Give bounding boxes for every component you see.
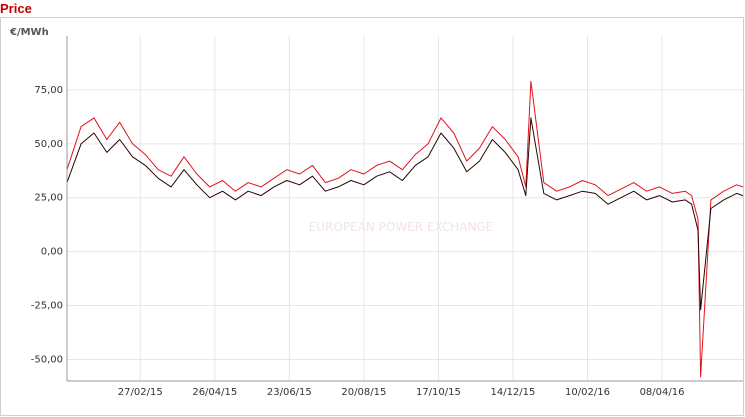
y-tick-label: 75,00 xyxy=(34,85,63,96)
x-tick-label: 17/10/15 xyxy=(416,387,461,398)
series-layer xyxy=(66,80,743,378)
x-tick-label: 08/04/16 xyxy=(640,387,685,398)
x-tick-label: 26/04/15 xyxy=(192,387,237,398)
y-tick-label: -25,00 xyxy=(31,301,63,312)
x-tick-label: 10/02/16 xyxy=(565,387,610,398)
y-axis-label: €/MWh xyxy=(9,27,49,38)
grid-layer xyxy=(67,36,743,381)
y-tick-label: -50,00 xyxy=(31,354,63,365)
series-line-1 xyxy=(66,80,743,378)
y-tick-label: 0,00 xyxy=(41,247,63,258)
chart-frame: EUROPEAN POWER EXCHANGE 27/02/15 26/04/15… xyxy=(0,17,744,416)
series-line-2 xyxy=(66,117,743,311)
watermark: EUROPEAN POWER EXCHANGE xyxy=(309,220,494,234)
x-tick-label: 23/06/15 xyxy=(267,387,312,398)
x-tick-label: 27/02/15 xyxy=(118,387,163,398)
chart-title: Price xyxy=(0,1,32,16)
x-tick-label: 14/12/15 xyxy=(490,387,535,398)
y-tick-label: 50,00 xyxy=(34,139,63,150)
x-tick-label: 20/08/15 xyxy=(341,387,386,398)
axis-layer: 27/02/15 26/04/15 23/06/15 20/08/15 17/10/15… xyxy=(31,36,743,398)
price-chart: EUROPEAN POWER EXCHANGE 27/02/15 26/04/15… xyxy=(9,27,743,398)
y-tick-label: 25,00 xyxy=(34,193,63,204)
